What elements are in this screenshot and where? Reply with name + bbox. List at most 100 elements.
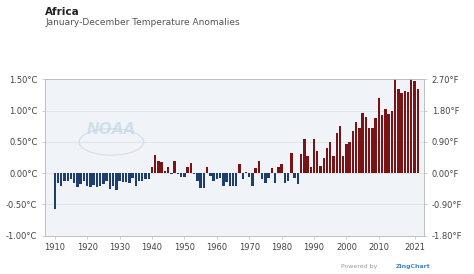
Bar: [303, 139, 306, 173]
Bar: [209, 173, 211, 176]
Bar: [60, 173, 63, 186]
Text: Powered by: Powered by: [341, 264, 380, 269]
Bar: [417, 89, 419, 173]
Text: NOAA: NOAA: [87, 122, 136, 137]
Bar: [371, 128, 374, 173]
Bar: [397, 89, 400, 173]
Bar: [316, 151, 319, 173]
Bar: [322, 158, 325, 173]
Bar: [342, 156, 345, 173]
Bar: [180, 173, 182, 177]
Bar: [200, 173, 202, 187]
Bar: [374, 118, 377, 173]
Bar: [151, 167, 153, 173]
Bar: [102, 173, 105, 184]
Bar: [128, 173, 130, 183]
Bar: [310, 167, 312, 173]
Bar: [141, 173, 144, 181]
Bar: [345, 144, 347, 173]
Bar: [112, 173, 114, 186]
Bar: [251, 173, 254, 186]
Bar: [105, 173, 108, 181]
Bar: [336, 133, 338, 173]
Bar: [99, 173, 101, 186]
Bar: [391, 111, 393, 173]
Bar: [157, 161, 160, 173]
Bar: [73, 173, 75, 183]
Bar: [161, 162, 163, 173]
Text: Africa: Africa: [45, 7, 80, 17]
Bar: [193, 173, 195, 175]
Bar: [378, 98, 380, 173]
Bar: [339, 126, 341, 173]
Bar: [164, 171, 166, 173]
Bar: [319, 166, 322, 173]
Bar: [196, 173, 199, 181]
Bar: [300, 155, 302, 173]
Bar: [274, 173, 276, 183]
Bar: [297, 173, 299, 184]
Bar: [206, 167, 208, 173]
Bar: [248, 173, 250, 177]
Bar: [271, 168, 273, 173]
Bar: [232, 173, 234, 186]
Bar: [154, 155, 156, 173]
Bar: [89, 173, 91, 187]
Bar: [173, 161, 176, 173]
Bar: [293, 173, 296, 178]
Bar: [202, 173, 205, 187]
Text: ZingChart: ZingChart: [396, 264, 430, 269]
Bar: [216, 173, 218, 179]
Bar: [235, 173, 237, 186]
Bar: [348, 142, 351, 173]
Bar: [138, 173, 140, 181]
Bar: [118, 173, 121, 181]
Bar: [109, 173, 111, 189]
Bar: [368, 128, 370, 173]
Bar: [242, 173, 244, 179]
Text: January-December Temperature Anomalies: January-December Temperature Anomalies: [45, 18, 240, 27]
Bar: [167, 167, 169, 173]
Bar: [190, 163, 192, 173]
Bar: [245, 172, 247, 173]
Bar: [261, 173, 264, 179]
Bar: [82, 173, 85, 181]
Bar: [313, 139, 315, 173]
Bar: [135, 173, 137, 186]
Bar: [407, 92, 409, 173]
Bar: [267, 173, 270, 178]
Bar: [115, 173, 118, 190]
Bar: [225, 173, 228, 182]
Bar: [264, 173, 267, 183]
Bar: [63, 173, 66, 181]
Bar: [228, 173, 231, 186]
Bar: [381, 115, 383, 173]
Bar: [186, 167, 189, 173]
Bar: [183, 173, 186, 177]
Bar: [277, 167, 280, 173]
Bar: [222, 173, 225, 186]
Bar: [86, 173, 88, 186]
Bar: [147, 173, 150, 179]
Bar: [413, 81, 416, 173]
Bar: [66, 173, 69, 181]
Bar: [352, 131, 354, 173]
Bar: [403, 91, 406, 173]
Bar: [76, 173, 79, 187]
Bar: [96, 173, 98, 187]
Bar: [57, 173, 59, 182]
Bar: [290, 153, 292, 173]
Bar: [125, 173, 128, 182]
Bar: [122, 173, 124, 182]
Bar: [144, 173, 147, 179]
Bar: [329, 142, 331, 173]
Bar: [387, 114, 390, 173]
Bar: [394, 73, 396, 173]
Bar: [219, 173, 221, 178]
Bar: [287, 173, 289, 181]
Bar: [131, 173, 134, 178]
Bar: [281, 164, 283, 173]
Bar: [238, 164, 241, 173]
Bar: [332, 156, 335, 173]
Bar: [255, 168, 257, 173]
